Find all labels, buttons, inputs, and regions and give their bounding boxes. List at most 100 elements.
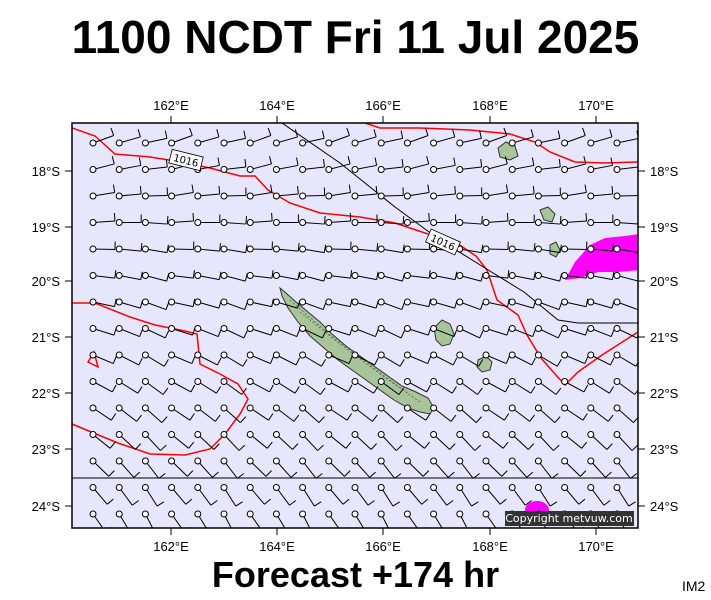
wind-station-circle <box>272 139 280 147</box>
wind-station-circle <box>534 431 542 438</box>
wind-barb-feather <box>216 357 222 366</box>
wind-barb-feather <box>481 216 483 225</box>
wind-barb-feather <box>533 271 536 280</box>
wind-station-circle <box>403 245 411 253</box>
wind-barb-feather <box>134 443 142 450</box>
wind-barb-shaft <box>616 275 638 282</box>
lat-tick-label: 19°S <box>32 220 61 235</box>
wind-barb-feather <box>627 530 634 534</box>
wind-barb-shaft <box>119 248 142 252</box>
lon-tick-label: 162°E <box>153 539 189 554</box>
wind-barb-feather <box>581 441 588 449</box>
wind-barb-shaft <box>616 328 638 339</box>
wind-station-circle <box>482 139 490 147</box>
ouvea-island <box>539 206 556 223</box>
wind-barb-shaft <box>616 138 638 144</box>
wind-barb-shaft <box>144 487 158 507</box>
wind-barb-feather <box>296 157 299 166</box>
wind-barb-feather <box>164 130 168 139</box>
wind-barb-feather <box>606 443 613 450</box>
wind-station-circle <box>272 219 280 226</box>
wind-barb-feather <box>401 301 406 310</box>
wind-barb-feather <box>165 158 168 168</box>
wind-barb-shaft <box>145 354 165 367</box>
wind-barb-shaft <box>118 460 135 478</box>
wind-station-circle <box>168 192 176 200</box>
wind-station-circle <box>168 378 176 385</box>
wind-barb-shaft <box>92 301 115 308</box>
wind-station-circle <box>534 325 542 332</box>
wind-barb-shaft <box>564 301 587 308</box>
wind-barb-feather <box>317 444 324 451</box>
wind-barb-shaft <box>223 513 232 528</box>
wind-barb-shaft <box>590 248 613 252</box>
wind-barb-feather <box>402 216 405 225</box>
wind-station-circle <box>534 272 542 279</box>
wind-barb-shaft <box>197 460 213 478</box>
wind-barb-shaft <box>250 163 272 170</box>
wind-station-circle <box>168 510 176 518</box>
wind-station-circle <box>403 484 411 491</box>
wind-station-circle <box>456 378 464 385</box>
wind-barb-shaft <box>485 220 508 223</box>
wind-barb-shaft <box>250 220 273 223</box>
wind-barb-shaft <box>407 191 430 197</box>
wind-barb-shaft <box>459 407 477 423</box>
wind-station-circle <box>194 139 202 147</box>
wind-barb-shaft <box>512 136 534 144</box>
wind-station-circle <box>508 192 516 200</box>
wind-barb-shaft <box>118 434 136 450</box>
wind-barb-shaft <box>223 381 243 395</box>
wind-barb-shaft <box>276 248 299 252</box>
wind-station-circle <box>482 510 490 518</box>
wind-barb-feather <box>324 216 326 225</box>
wind-barb-shaft <box>564 354 586 365</box>
wind-station-circle <box>377 325 385 332</box>
wind-barb-feather <box>349 298 353 307</box>
wind-barb-shaft <box>92 275 115 279</box>
wind-barb-feather <box>131 500 139 506</box>
wind-barb-shaft <box>590 460 606 478</box>
wind-station-circle <box>430 219 438 226</box>
wind-station-circle <box>587 139 595 147</box>
wind-barb-feather <box>140 243 143 252</box>
wind-barb-shaft <box>249 381 270 393</box>
wind-station-circle <box>508 139 516 147</box>
wind-station-circle <box>272 272 280 279</box>
lat-tick-label: 18°S <box>650 164 679 179</box>
wind-station-circle <box>456 219 464 226</box>
wind-station-circle <box>377 457 385 465</box>
wind-station-circle <box>141 510 149 518</box>
wind-station-circle <box>89 192 97 200</box>
wind-barb-feather <box>109 441 116 449</box>
wind-station-circle <box>89 510 97 518</box>
wind-barb-shaft <box>485 434 504 449</box>
wind-barb-shaft <box>590 193 613 197</box>
wind-barb-feather <box>164 330 170 339</box>
wind-station-circle <box>456 272 464 279</box>
wind-station-circle <box>89 219 97 226</box>
wind-barb-feather <box>349 212 352 222</box>
wind-station-circle <box>403 219 411 226</box>
wind-barb-shaft <box>433 275 456 281</box>
wind-barb-shaft <box>538 248 561 254</box>
wind-station-circle <box>272 404 280 412</box>
wind-station-circle <box>508 457 516 465</box>
wind-barb-feather <box>605 471 612 478</box>
wind-barb-feather <box>321 359 327 367</box>
wind-barb-feather <box>373 129 377 138</box>
wind-barb-feather <box>269 384 274 393</box>
wind-barb-feather <box>554 416 561 423</box>
wind-barb-feather <box>530 386 536 394</box>
wind-barb-shaft <box>564 407 584 421</box>
wind-barb-feather <box>472 473 480 479</box>
wind-barb-feather <box>374 157 378 166</box>
wind-barb-shaft <box>275 513 286 528</box>
wind-station-circle <box>613 166 621 173</box>
wind-barb-feather <box>479 301 484 310</box>
wind-station-circle <box>220 245 228 253</box>
wind-station-circle <box>141 351 149 359</box>
wind-barb-shaft <box>250 135 272 144</box>
wind-station-circle <box>534 404 542 412</box>
